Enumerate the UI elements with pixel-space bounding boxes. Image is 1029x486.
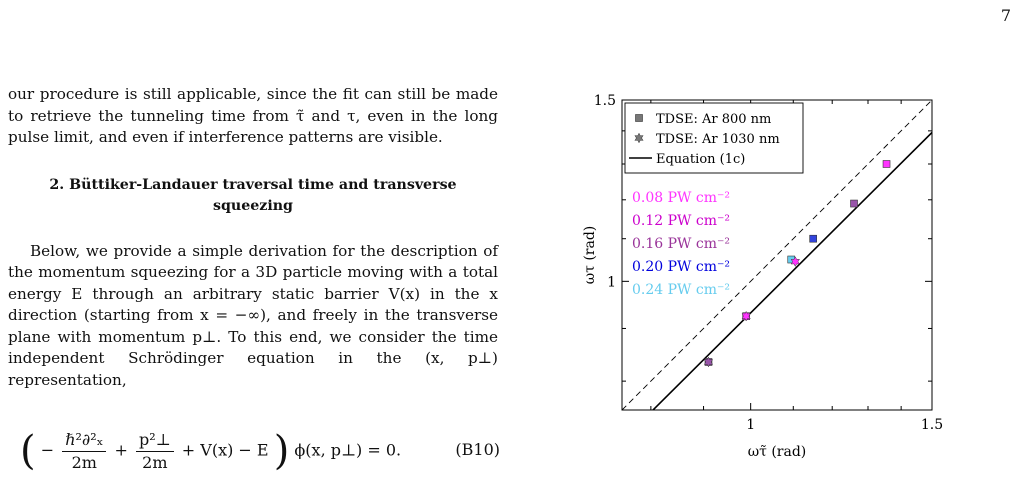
legend-entry-label: TDSE: Ar 1030 nm bbox=[656, 132, 780, 147]
data-point-square bbox=[882, 160, 891, 168]
y-tick-label: 1 bbox=[607, 274, 616, 290]
data-point-hexagram bbox=[790, 256, 800, 268]
y-axis-label: ωτ (rad) bbox=[582, 226, 598, 285]
paragraph: Below, we provide a simple derivation fo… bbox=[8, 241, 498, 389]
equation-open-paren: ( bbox=[20, 428, 36, 474]
legend-box bbox=[624, 102, 804, 174]
section-heading: 2. Büttiker-Landauer traversal time and … bbox=[49, 176, 457, 214]
y-tick-label: 1.5 bbox=[594, 93, 616, 109]
x-tick-label: 1.5 bbox=[921, 417, 943, 433]
text-column: our procedure is still applicable, since… bbox=[8, 84, 498, 391]
chart-svg: 1 1.5 1 1.5 ωτ̃ (rad) ωτ (rad) TDSE: Ar 800 nm… bbox=[582, 93, 943, 460]
series-line-equation bbox=[651, 131, 932, 410]
x-tick-label: 1 bbox=[746, 417, 755, 433]
data-point-square bbox=[850, 199, 858, 208]
legend-entry-label: TDSE: Ar 800 nm bbox=[656, 112, 771, 127]
data-point-hexagram bbox=[741, 310, 751, 322]
equation-number: (B10) bbox=[455, 440, 500, 459]
intensity-label: 0.08 PW cm⁻² bbox=[632, 190, 730, 206]
intensity-label: 0.20 PW cm⁻² bbox=[632, 259, 730, 275]
equation-potential-term: + V(x) − E bbox=[181, 440, 269, 460]
equation-body: ( − ℏ²∂²ₓ 2m + p²⊥ 2m + V(x) − E ) ϕ(x, … bbox=[20, 428, 401, 474]
x-axis-label: ωτ̃ (rad) bbox=[748, 444, 807, 460]
page-number: 7 bbox=[1000, 6, 1011, 25]
equation-b10: ( − ℏ²∂²ₓ 2m + p²⊥ 2m + V(x) − E ) ϕ(x, … bbox=[0, 424, 500, 486]
intensity-label: 0.12 PW cm⁻² bbox=[632, 213, 730, 229]
equation-minus: − bbox=[40, 440, 55, 460]
equation-plus: + bbox=[114, 440, 128, 460]
fraction-denominator: 2m bbox=[71, 452, 97, 472]
equation-fraction: p²⊥ 2m bbox=[135, 429, 174, 474]
data-point-square bbox=[809, 234, 817, 243]
reference-diagonal-line bbox=[622, 100, 932, 410]
legend-marker-square bbox=[635, 114, 643, 122]
fraction-numerator: p²⊥ bbox=[135, 429, 174, 452]
intensity-label: 0.24 PW cm⁻² bbox=[632, 282, 730, 298]
intensity-label: 0.16 PW cm⁻² bbox=[632, 236, 730, 252]
equation-tail: ϕ(x, p⊥) = 0. bbox=[294, 440, 402, 460]
legend-entry-label: Equation (1c) bbox=[656, 152, 745, 167]
paragraph: our procedure is still applicable, since… bbox=[8, 85, 498, 146]
legend: TDSE: Ar 800 nm TDSE: Ar 1030 nm Equation … bbox=[624, 102, 804, 174]
fraction-numerator: ℏ²∂²ₓ bbox=[62, 429, 107, 452]
legend-marker-hexagram bbox=[634, 132, 644, 144]
fraction-denominator: 2m bbox=[142, 452, 168, 472]
data-point-hexagram bbox=[703, 356, 714, 368]
scatter-chart: 1 1.5 1 1.5 ωτ̃ (rad) ωτ (rad) TDSE: Ar 800 nm… bbox=[548, 84, 968, 474]
equation-fraction: ℏ²∂²ₓ 2m bbox=[62, 429, 107, 474]
equation-close-paren: ) bbox=[273, 428, 290, 474]
